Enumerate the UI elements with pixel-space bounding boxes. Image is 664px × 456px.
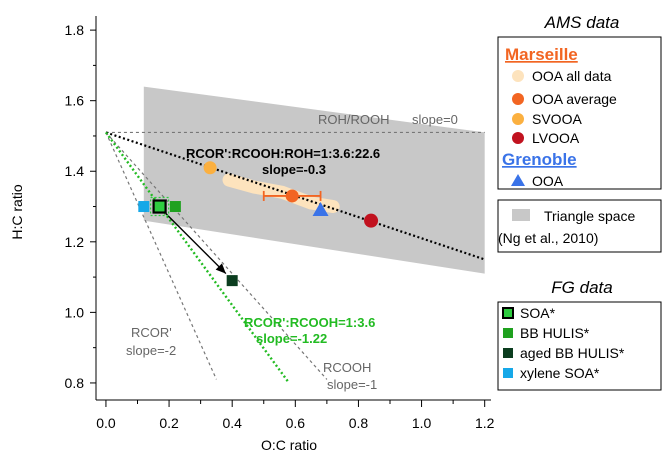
ams-legend-title: AMS data <box>544 13 620 32</box>
grenoble-ooa-point <box>312 202 329 217</box>
x-tick-label: 1.2 <box>475 415 495 431</box>
x-tick-label: 1.0 <box>412 415 432 431</box>
y-tick-label: 0.8 <box>65 375 85 391</box>
grenoble-heading: Grenoble <box>502 150 577 169</box>
green-ratio-label: RCOR':RCOOH=1:3.6 <box>244 315 375 330</box>
ooa-avg-marker <box>512 93 524 105</box>
x-axis-label: O:C ratio <box>261 437 317 453</box>
ooa-all-data-band <box>222 173 340 214</box>
lvooa-marker <box>512 132 524 144</box>
y-tick-label: 1.4 <box>65 163 85 179</box>
svooa-label: SVOOA <box>532 111 582 127</box>
aged-bb-hulis-marker <box>503 348 513 358</box>
lvooa-label: LVOOA <box>532 130 580 146</box>
fg-legend-box <box>497 301 662 391</box>
triangle-legend: Triangle space (Ng et al., 2010) <box>497 199 662 253</box>
roh-slope-label: slope=0 <box>412 112 458 127</box>
ams-legend: AMS data Marseille OOA all data OOA aver… <box>497 13 662 190</box>
reference-line-rcooh <box>105 132 328 380</box>
triangle-swatch <box>512 209 530 221</box>
y-tick-label: 1.8 <box>65 22 85 38</box>
soa-halo <box>149 196 170 217</box>
ooa-all-label: OOA all data <box>532 68 612 84</box>
xylene-soa-label: xylene SOA* <box>520 365 600 381</box>
x-tick-label: 0.2 <box>159 415 179 431</box>
svooa-marker <box>512 113 524 125</box>
plot-area: 0.8 1.0 1.2 1.4 1.6 1.8 0.0 0.2 0.4 0.6 0.8 1.0 1.2 <box>65 16 495 431</box>
xylene-soa-marker <box>503 368 513 378</box>
aged-bb-hulis-label: aged BB HULIS* <box>520 345 625 361</box>
bb-hulis-point <box>169 201 181 213</box>
black-slope-label: slope=-0.3 <box>262 162 326 177</box>
ams-legend-box <box>497 36 662 190</box>
bb-hulis-marker <box>503 328 513 338</box>
y-tick-label: 1.0 <box>65 304 85 320</box>
ooa-average-point <box>285 189 299 203</box>
y-tick-label: 1.2 <box>65 234 85 250</box>
xylene-soa-point <box>138 201 150 213</box>
aged-bb-hulis-point <box>226 275 238 287</box>
svooa-point <box>203 161 217 175</box>
grenoble-ooa-marker <box>511 174 525 186</box>
rcooh-slope-label: slope=-1 <box>327 377 377 392</box>
triangle-label: Triangle space <box>544 208 636 224</box>
bb-hulis-label: BB HULIS* <box>520 325 590 341</box>
marseille-heading: Marseille <box>505 45 578 64</box>
triangle-space <box>143 86 485 274</box>
fg-legend: FG data SOA* BB HULIS* aged BB HULIS* xy… <box>497 278 662 391</box>
ooa-all-marker <box>512 70 524 82</box>
soa-point <box>152 199 167 214</box>
rcor-slope-label: slope=-2 <box>126 343 176 358</box>
x-tick-label: 0.8 <box>349 415 369 431</box>
shift-arrow <box>165 213 227 275</box>
green-slope-label: slope=-1.22 <box>256 331 327 346</box>
x-tick-label: 0.0 <box>96 415 116 431</box>
triangle-legend-box <box>497 199 662 253</box>
rcor-label: RCOR' <box>131 325 172 340</box>
x-tick-label: 0.4 <box>222 415 242 431</box>
fg-legend-title: FG data <box>551 278 612 297</box>
shift-arrow-head <box>215 263 226 274</box>
triangle-ref-label: (Ng et al., 2010) <box>498 230 598 246</box>
soa-marker <box>502 307 514 319</box>
grenoble-ooa-label: OOA <box>532 173 564 189</box>
black-ratio-label: RCOR':RCOOH:ROH=1:3.6:22.6 <box>186 146 380 161</box>
ooa-avg-label: OOA average <box>532 91 617 107</box>
lvooa-point <box>364 213 379 228</box>
y-tick-label: 1.6 <box>65 93 85 109</box>
x-tick-label: 0.6 <box>286 415 306 431</box>
soa-label: SOA* <box>520 305 556 321</box>
rcooh-label: RCOOH <box>323 360 371 375</box>
y-axis-label: H:C ratio <box>9 184 25 239</box>
roh-label: ROH/ROOH <box>318 112 390 127</box>
